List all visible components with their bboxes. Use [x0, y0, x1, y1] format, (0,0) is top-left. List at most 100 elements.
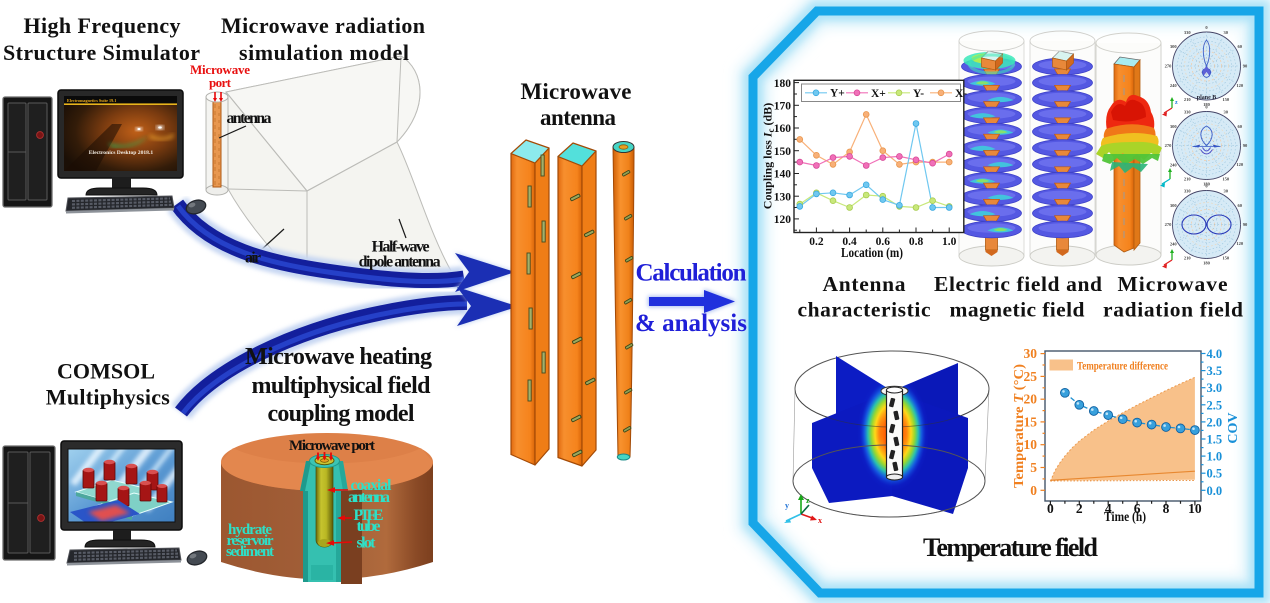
svg-text:Structure Simulator: Structure Simulator: [3, 40, 200, 65]
svg-text:330: 330: [1184, 30, 1192, 35]
svg-text:magnetic field: magnetic field: [950, 297, 1085, 321]
svg-text:y: y: [785, 501, 789, 510]
svg-text:radiation field: radiation field: [1103, 297, 1243, 321]
svg-text:180: 180: [1203, 102, 1211, 107]
svg-text:0.4: 0.4: [842, 236, 857, 248]
svg-text:Electromagnetics Suite 19.1: Electromagnetics Suite 19.1: [67, 98, 116, 103]
svg-text:Half-wave: Half-wave: [372, 239, 430, 256]
svg-text:20: 20: [1024, 392, 1038, 407]
svg-text:Y+: Y+: [830, 88, 845, 100]
svg-text:270: 270: [1165, 64, 1173, 69]
svg-text:150: 150: [1222, 97, 1230, 102]
svg-text:Microwave: Microwave: [190, 62, 250, 77]
svg-text:25: 25: [1024, 369, 1038, 384]
svg-text:130: 130: [774, 191, 792, 203]
svg-text:3.0: 3.0: [1207, 381, 1223, 395]
svg-text:60: 60: [1238, 124, 1243, 129]
svg-text:COV: COV: [1226, 412, 1241, 443]
svg-text:330: 330: [1184, 110, 1192, 115]
svg-text:0.8: 0.8: [909, 236, 924, 248]
svg-text:5: 5: [1030, 460, 1037, 475]
svg-text:PTFE: PTFE: [354, 507, 384, 524]
svg-text:reservoir: reservoir: [227, 533, 274, 549]
svg-text:240: 240: [1170, 162, 1178, 167]
svg-text:0: 0: [1047, 501, 1054, 516]
svg-text:240: 240: [1170, 241, 1178, 246]
svg-text:60: 60: [1238, 203, 1243, 208]
svg-text:30: 30: [1224, 189, 1229, 194]
svg-text:Time (h): Time (h): [1104, 509, 1146, 524]
svg-text:10: 10: [1024, 437, 1038, 452]
svg-text:210: 210: [1184, 255, 1192, 260]
svg-text:z: z: [806, 496, 810, 505]
svg-text:150: 150: [774, 146, 792, 158]
svg-text:2: 2: [1076, 501, 1083, 516]
svg-text:90: 90: [1243, 64, 1248, 69]
svg-text:slot: slot: [357, 535, 377, 552]
svg-text:High Frequency: High Frequency: [24, 13, 181, 38]
svg-text:210: 210: [1184, 176, 1192, 181]
svg-text:X+: X+: [871, 88, 886, 100]
svg-text:Microwave: Microwave: [521, 79, 632, 104]
svg-text:1.0: 1.0: [942, 236, 957, 248]
svg-text:coaxial: coaxial: [351, 477, 393, 494]
svg-text:& analysis: & analysis: [635, 310, 747, 337]
svg-text:120: 120: [774, 214, 792, 226]
svg-text:1.5: 1.5: [1207, 433, 1223, 447]
svg-text:300: 300: [1170, 44, 1178, 49]
svg-text:antenna: antenna: [348, 489, 390, 506]
svg-text:port: port: [209, 75, 232, 90]
svg-text:X-: X-: [955, 88, 967, 100]
svg-text:air: air: [245, 250, 261, 267]
svg-text:15: 15: [1024, 414, 1038, 429]
svg-text:Electric field and: Electric field and: [934, 272, 1102, 296]
svg-text:150: 150: [1222, 176, 1230, 181]
svg-text:characteristic: characteristic: [798, 297, 931, 321]
svg-text:0: 0: [1205, 25, 1208, 30]
svg-text:Electronics Desktop 2018.1: Electronics Desktop 2018.1: [89, 150, 154, 156]
svg-text:30: 30: [1224, 110, 1229, 115]
svg-text:120: 120: [1236, 162, 1244, 167]
svg-text:Microwave: Microwave: [1118, 272, 1228, 296]
svg-text:Calculation: Calculation: [636, 260, 747, 287]
svg-text:0: 0: [1205, 184, 1208, 189]
svg-text:90: 90: [1243, 222, 1248, 227]
svg-text:COMSOL: COMSOL: [57, 359, 155, 384]
svg-text:sediment: sediment: [226, 544, 274, 560]
svg-text:0.0: 0.0: [1207, 484, 1223, 498]
svg-text:0: 0: [1030, 483, 1037, 498]
svg-text:60: 60: [1238, 44, 1243, 49]
svg-text:antenna: antenna: [227, 110, 272, 127]
svg-text:120: 120: [1236, 83, 1244, 88]
svg-text:300: 300: [1170, 203, 1178, 208]
svg-text:170: 170: [774, 101, 792, 113]
svg-text:hydrate: hydrate: [228, 522, 272, 538]
svg-text:Temperature T (°C): Temperature T (°C): [1012, 364, 1027, 488]
svg-text:2.5: 2.5: [1207, 398, 1223, 412]
svg-text:antenna: antenna: [540, 105, 617, 130]
svg-text:2.0: 2.0: [1207, 415, 1223, 429]
svg-text:8: 8: [1163, 501, 1170, 516]
svg-text:120: 120: [1236, 241, 1244, 246]
svg-text:Multiphysics: Multiphysics: [46, 385, 170, 410]
svg-text:0.2: 0.2: [809, 236, 824, 248]
svg-text:Microwave radiation: Microwave radiation: [221, 13, 425, 38]
svg-text:330: 330: [1184, 189, 1192, 194]
svg-text:10: 10: [1188, 501, 1202, 516]
svg-text:180: 180: [1203, 182, 1211, 187]
svg-text:x: x: [818, 516, 822, 525]
svg-text:0.6: 0.6: [876, 236, 891, 248]
svg-text:4.0: 4.0: [1207, 347, 1223, 361]
svg-text:Temperature difference: Temperature difference: [1077, 359, 1169, 373]
svg-text:6: 6: [1134, 501, 1141, 516]
svg-text:Coupling loss Ic (dB): Coupling loss Ic (dB): [761, 103, 777, 209]
svg-text:tube: tube: [357, 518, 381, 535]
svg-text:Location (m): Location (m): [841, 245, 903, 260]
svg-text:4: 4: [1105, 501, 1112, 516]
svg-text:180: 180: [1203, 261, 1211, 266]
svg-text:plane B: plane B: [1197, 95, 1217, 101]
svg-text:z: z: [1175, 100, 1178, 106]
svg-text:Antenna: Antenna: [823, 272, 906, 296]
svg-text:0: 0: [1205, 105, 1208, 110]
svg-text:dipole antenna: dipole antenna: [359, 253, 441, 270]
